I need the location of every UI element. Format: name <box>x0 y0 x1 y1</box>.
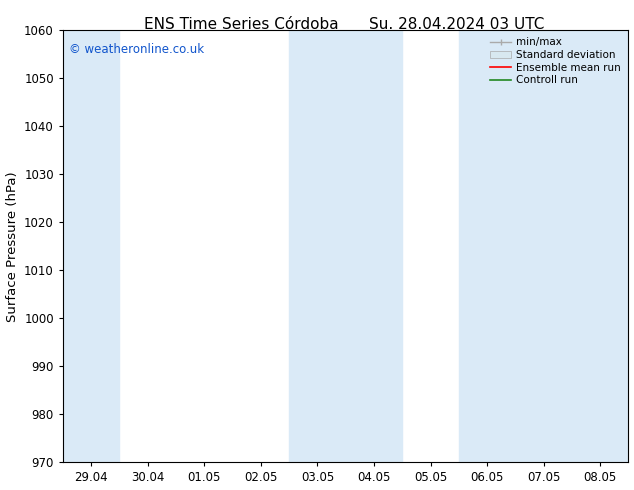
Legend: min/max, Standard deviation, Ensemble mean run, Controll run: min/max, Standard deviation, Ensemble me… <box>488 35 623 87</box>
Y-axis label: Surface Pressure (hPa): Surface Pressure (hPa) <box>6 171 18 321</box>
Text: Su. 28.04.2024 03 UTC: Su. 28.04.2024 03 UTC <box>369 17 544 32</box>
Bar <box>459 30 631 463</box>
Text: © weatheronline.co.uk: © weatheronline.co.uk <box>68 43 204 56</box>
Bar <box>289 30 402 463</box>
Text: ENS Time Series Córdoba: ENS Time Series Córdoba <box>144 17 338 32</box>
Bar <box>63 30 119 463</box>
